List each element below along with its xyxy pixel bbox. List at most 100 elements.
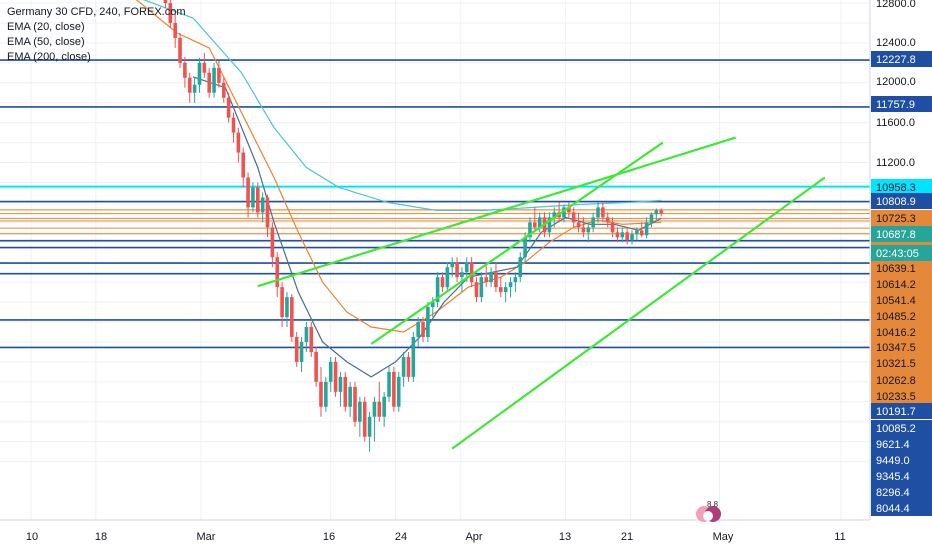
candle-body-95: [625, 232, 629, 241]
trendline-2: [257, 136, 737, 288]
candles-group: [163, 0, 663, 452]
candle-body-56: [435, 277, 440, 303]
price-badge-21: [871, 403, 932, 419]
candle-body-63: [469, 262, 474, 283]
price-badge-label-27: 8044.4: [876, 503, 910, 515]
candle-body-51: [411, 336, 416, 377]
candle-body-93: [615, 232, 620, 238]
candle-body-9: [207, 72, 211, 93]
trendline-1: [451, 176, 826, 450]
candle-body-59: [450, 262, 454, 268]
candle-body-29: [304, 327, 309, 342]
price-badge-label-18: 10321.5: [876, 358, 916, 370]
price-badge-25: [871, 468, 932, 484]
candle-body-30: [309, 327, 314, 352]
candle-body-33: [324, 381, 328, 407]
x-tick-label-8: May: [713, 531, 734, 543]
price-badge-label-22: 10085.2: [876, 423, 916, 435]
candle-body-4: [183, 62, 187, 78]
candle-body-3: [178, 37, 182, 63]
price-badge-label-10: 10687.8: [876, 229, 916, 241]
price-badge-label-3: 12000.0: [876, 76, 916, 88]
candle-body-80: [552, 212, 557, 218]
candle-body-19: [256, 187, 260, 213]
candle-body-67: [489, 272, 493, 283]
price-badge-label-17: 10347.5: [876, 342, 916, 354]
candle-body-57: [440, 277, 445, 288]
candle-body-53: [421, 322, 425, 337]
x-tick-label-7: 21: [621, 531, 633, 543]
candle-body-25: [285, 297, 289, 318]
watermark-logo-icon: 8 8: [694, 498, 728, 526]
price-badge-label-9: 10725.3: [876, 213, 916, 225]
price-badge-label-11: 02:43:05: [876, 248, 919, 260]
x-tick-label-0: 10: [26, 531, 38, 543]
candle-body-94: [620, 232, 625, 238]
x-tick-label-3: 16: [323, 531, 335, 543]
candle-body-69: [499, 287, 503, 293]
candle-body-44: [377, 401, 382, 417]
candle-body-86: [581, 227, 586, 233]
price-badge-label-6: 11200.0: [876, 157, 915, 169]
price-badge-label-14: 10541.4: [876, 295, 916, 307]
candle-body-83: [567, 207, 571, 213]
candle-body-8: [202, 62, 207, 73]
candle-body-64: [474, 282, 479, 298]
price-badge-label-1: 12400.0: [876, 37, 916, 49]
candle-body-79: [547, 217, 552, 233]
candle-body-40: [358, 401, 362, 422]
price-badge-label-15: 10485.2: [876, 311, 916, 323]
candle-body-22: [270, 227, 275, 258]
candle-body-72: [513, 277, 518, 283]
candle-body-65: [479, 277, 484, 298]
candle-body-0: [163, 0, 168, 4]
candle-body-74: [523, 237, 527, 258]
price-badge-label-26: 8296.4: [876, 487, 910, 499]
candle-body-26: [290, 297, 294, 337]
candle-body-20: [260, 197, 265, 213]
candle-body-34: [328, 361, 333, 382]
candle-body-58: [445, 267, 450, 288]
candle-body-46: [387, 371, 391, 397]
candle-body-85: [576, 222, 581, 228]
candle-body-17: [246, 177, 250, 208]
candle-body-16: [241, 152, 246, 178]
candle-body-75: [528, 222, 532, 238]
candle-body-35: [333, 361, 338, 392]
price-badge-label-20: 10233.5: [876, 391, 916, 403]
candle-body-32: [319, 381, 323, 407]
candle-body-77: [537, 217, 542, 228]
candle-body-98: [639, 230, 644, 236]
price-badge-label-5: 11600.0: [876, 117, 915, 129]
candle-body-92: [610, 222, 615, 233]
candle-body-45: [382, 396, 386, 417]
candle-body-49: [401, 356, 406, 377]
price-badge-27: [871, 500, 932, 516]
candle-body-54: [426, 307, 430, 337]
candle-body-47: [392, 371, 396, 407]
price-badge-label-16: 10416.2: [876, 327, 916, 339]
price-badge-11: [871, 245, 932, 261]
candle-body-14: [231, 117, 236, 133]
price-badge-8: [871, 193, 932, 209]
candle-body-5: [187, 77, 192, 93]
price-badge-26: [871, 484, 932, 500]
price-badge-label-7: 10958.3: [876, 182, 916, 194]
price-badge-label-4: 11757.9: [876, 99, 915, 111]
candle-body-55: [430, 302, 435, 308]
candle-body-102: [659, 210, 663, 214]
candle-body-23: [275, 257, 280, 288]
time-axis-panel: [0, 520, 870, 550]
candle-body-43: [372, 401, 377, 417]
candle-body-7: [197, 62, 202, 85]
price-badge-label-0: 12800.0: [876, 0, 916, 10]
ema20-line: [192, 76, 662, 378]
candle-body-21: [265, 197, 270, 228]
x-tick-label-9: 11: [834, 531, 845, 543]
candle-body-68: [494, 272, 498, 288]
candle-body-96: [630, 234, 634, 241]
grid-lines: [0, 0, 870, 520]
candle-body-37: [343, 376, 348, 407]
